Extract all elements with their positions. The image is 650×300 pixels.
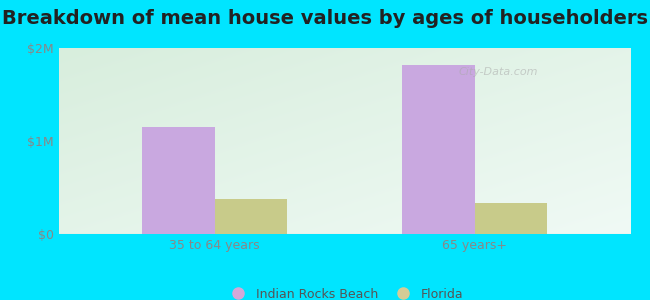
Text: Breakdown of mean house values by ages of householders: Breakdown of mean house values by ages o… [2,9,648,28]
Legend: Indian Rocks Beach, Florida: Indian Rocks Beach, Florida [221,283,468,300]
Bar [402,65,474,234]
Bar [142,127,214,234]
Bar [214,199,287,234]
Bar [474,203,547,234]
Text: City-Data.com: City-Data.com [459,67,538,77]
